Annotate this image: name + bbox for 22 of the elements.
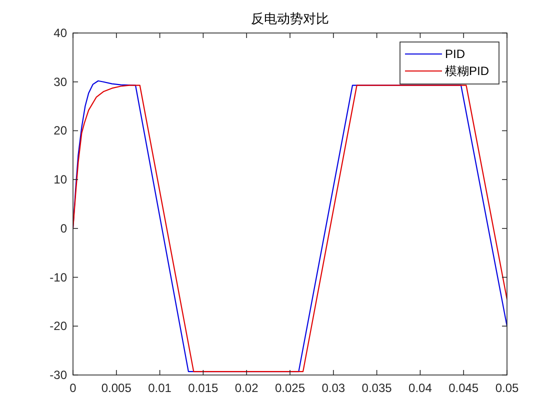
x-tick-label: 0.005 <box>101 381 132 395</box>
x-tick-label: 0 <box>70 381 77 395</box>
y-tick-label: 40 <box>54 26 68 40</box>
x-tick-label: 0.025 <box>274 381 306 395</box>
y-tick-label: 30 <box>54 74 68 89</box>
chart-title: 反电动势对比 <box>251 11 329 26</box>
y-tick-label: 10 <box>54 172 68 187</box>
x-tick-label: 0.05 <box>495 381 519 395</box>
x-tick-label: 0.02 <box>234 381 259 395</box>
x-tick-label: 0.035 <box>362 381 392 395</box>
y-tick-label: 20 <box>54 124 68 138</box>
x-tick-label: 0.045 <box>448 381 479 395</box>
x-tick-label: 0.04 <box>408 381 432 395</box>
y-tick-label: -10 <box>50 270 68 284</box>
legend-label: 模糊PID <box>445 64 490 78</box>
y-tick-label: -30 <box>50 368 68 382</box>
x-tick-label: 0.01 <box>148 381 172 395</box>
x-tick-label: 0.03 <box>322 381 346 395</box>
y-tick-label: 0 <box>60 221 68 236</box>
y-tick-label: -20 <box>50 319 68 334</box>
legend-label: PID <box>445 47 466 61</box>
x-tick-label: 0.015 <box>188 381 219 395</box>
